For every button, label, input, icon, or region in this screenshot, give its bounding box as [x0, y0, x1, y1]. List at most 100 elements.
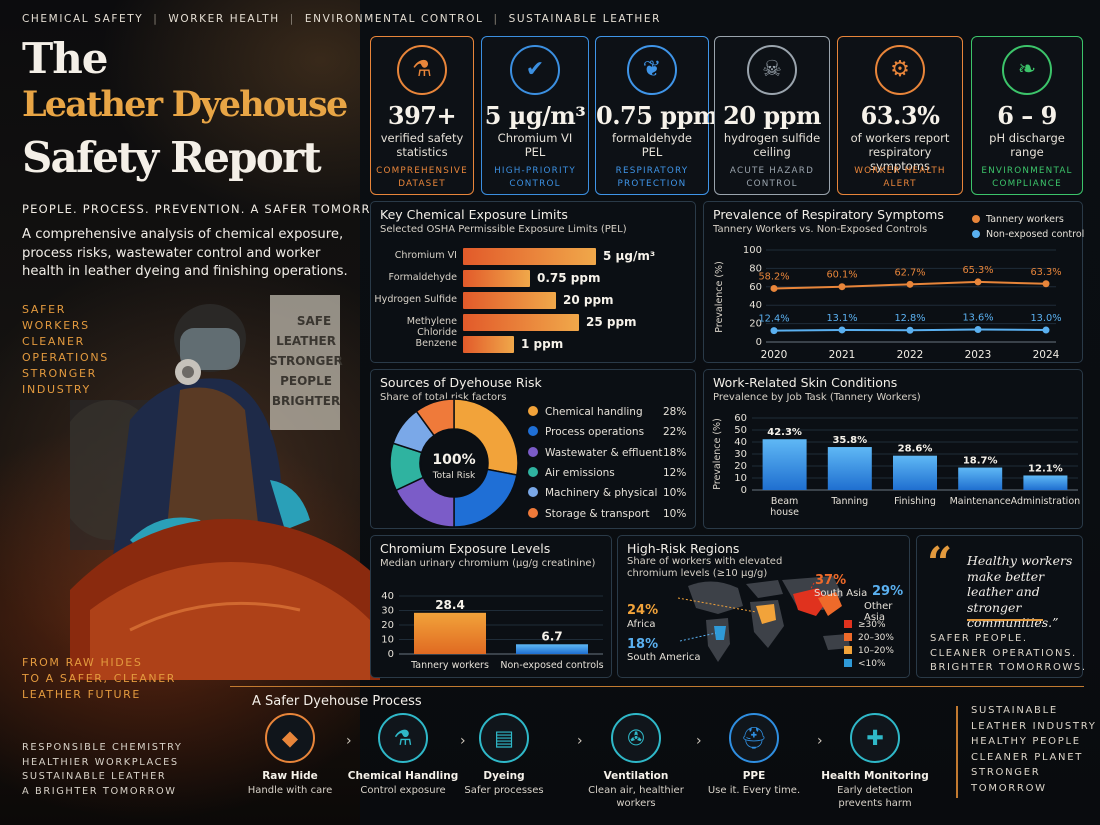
safer-list-item: INDUSTRY [22, 383, 91, 396]
region-callout-south-america-value: 18% [627, 637, 659, 652]
y-tick-label: 20 [381, 620, 394, 631]
safer-list-item: SAFER [22, 303, 67, 316]
shield-check-icon: ✔ [510, 45, 560, 95]
data-label: 13.0% [1030, 313, 1061, 324]
skin-conditions-subtitle: Prevalence by Job Task (Tannery Workers) [713, 392, 921, 403]
sustainable-list-item: HEALTHY PEOPLE [971, 736, 1081, 747]
raw-hides-text: FROM RAW HIDES TO A SAFER, CLEANER LEATH… [22, 655, 176, 703]
hard-hat-icon: ⛑ [729, 713, 779, 763]
process-step-description: Clean air, healthier workers [588, 785, 684, 809]
region-callout-africa-value: 24% [627, 603, 659, 618]
y-tick-label: 100 [743, 245, 762, 256]
exposure-bar [463, 248, 596, 265]
sign-line: LEATHER [276, 334, 336, 348]
process-step: ✇ Ventilation Clean air, healthier workers [576, 713, 696, 810]
y-axis-label: Prevalence (%) [712, 418, 723, 490]
x-tick-label: 2023 [965, 349, 992, 361]
legend-value: 12% [663, 466, 687, 479]
region-legend-swatch [844, 659, 852, 667]
process-step-description: Early detection prevents harm [837, 785, 913, 809]
risk-sources-panel: Sources of Dyehouse Risk Share of total … [370, 369, 696, 529]
donut-center-value: 100% [432, 452, 475, 468]
bar-value-label: 28.4 [435, 598, 465, 612]
safer-list-item: STRONGER [22, 367, 97, 380]
y-tick-label: 0 [388, 649, 394, 660]
process-side-divider [956, 706, 958, 798]
donut-hole [421, 430, 487, 496]
y-tick-label: 0 [756, 337, 762, 348]
region-legend-label: 10–20% [858, 646, 894, 656]
fan-icon: ✇ [611, 713, 661, 763]
x-tick-label: 2022 [897, 349, 924, 361]
process-step-name: PPE [742, 770, 766, 782]
quote-divider [967, 619, 1043, 621]
process-title: A Safer Dyehouse Process [252, 694, 422, 709]
chevron-right-icon: › [817, 733, 823, 749]
skin-conditions-title: Work-Related Skin Conditions [713, 375, 898, 390]
x-tick-label: Maintenance [950, 496, 1011, 507]
responsible-list-item: A BRIGHTER TOMORROW [22, 785, 177, 797]
stat-description: verified safety statistics [380, 131, 464, 159]
chromium-subtitle: Median urinary chromium (µg/g creatinine… [380, 558, 596, 569]
y-tick-label: 80 [749, 263, 762, 274]
legend-dot [528, 446, 538, 457]
bar [958, 467, 1003, 490]
exposure-bar-value: 1 ppm [521, 337, 564, 351]
regions-title: High-Risk Regions [627, 541, 740, 556]
quote-subtext-line: BRIGHTER TOMORROWS. [930, 662, 1087, 673]
y-tick-label: 10 [734, 473, 747, 484]
quote-subtext-line: SAFER PEOPLE. [930, 633, 1028, 644]
sign-line: PEOPLE [280, 374, 332, 388]
process-step: ✚ Health Monitoring Early detection preven… [815, 713, 935, 810]
chromium-title: Chromium Exposure Levels [380, 541, 551, 556]
process-step: ⚗ Chemical Handling Control exposure [343, 713, 463, 797]
chromium-panel: Chromium Exposure Levels Median urinary … [370, 535, 612, 678]
title-line-3: Safety Report [22, 133, 322, 182]
respiratory-panel: Prevalence of Respiratory Symptoms Tanne… [703, 201, 1084, 363]
legend-label: Process operations [545, 426, 645, 439]
exposure-bar-label: Chromium VI [394, 250, 457, 261]
exposure-bar-label: Formaldehyde [388, 272, 457, 283]
stat-description: hydrogen sulfide ceiling [723, 131, 821, 159]
x-tick-label: 2020 [761, 349, 788, 361]
series-point [906, 280, 914, 288]
y-tick-label: 40 [381, 591, 394, 602]
data-label: 12.4% [758, 314, 789, 325]
stat-description: of workers report respiratory symptoms [850, 131, 950, 173]
region-legend-item: <10% [844, 659, 886, 669]
skin-conditions-panel: Work-Related Skin Conditions Prevalence … [703, 369, 1083, 529]
stat-card: ✔ 5 µg/m³ Chromium VI PEL HIGH-PRIORITY CON… [481, 36, 589, 195]
legend-value: 28% [663, 406, 687, 418]
chevron-right-icon: › [696, 733, 702, 749]
x-tick-label: Beam house [770, 496, 799, 518]
raw-hides-line: TO A SAFER, CLEANER [22, 672, 177, 685]
x-tick-label: 2021 [829, 349, 856, 361]
title-line-1: The [22, 34, 109, 83]
y-tick-label: 30 [381, 606, 394, 617]
region-legend-item: 20–30% [844, 633, 894, 643]
sign-line: STRONGER [269, 354, 343, 368]
nav-item-chemical-safety: CHEMICAL SAFETY [22, 13, 144, 25]
data-label: 62.7% [894, 267, 925, 278]
leaf-icon: ❧ [1002, 45, 1052, 95]
legend-label: Air emissions [545, 466, 615, 479]
legend-label: Non-exposed controls [986, 229, 1084, 240]
legend-label: Chemical handling [545, 406, 643, 418]
responsible-list-item: SUSTAINABLE LEATHER [22, 771, 167, 782]
data-label: 60.1% [826, 270, 857, 281]
raw-hides-line: FROM RAW HIDES [22, 656, 143, 669]
exposure-bar-value: 0.75 ppm [537, 271, 601, 285]
exposure-limits-subtitle: Selected OSHA Permissible Exposure Limit… [380, 224, 627, 235]
data-label: 65.3% [962, 265, 993, 276]
legend-label: Tannery workers [985, 214, 1064, 225]
nav-item-sustainable-leather: SUSTAINABLE LEATHER [508, 13, 662, 25]
stat-tag: WORKER HEALTH ALERT [854, 166, 946, 189]
safer-list-item: WORKERS [22, 319, 90, 332]
exposure-bar-label: Methylene Chloride [406, 316, 457, 338]
intro-text: A comprehensive analysis of chemical exp… [22, 227, 348, 279]
bar-value-label: 42.3% [767, 427, 802, 438]
responsible-list-item: HEALTHIER WORKPLACES [22, 756, 179, 768]
process-step-name: Ventilation [603, 770, 669, 782]
exposure-bar-label: Benzene [415, 338, 458, 349]
stat-description: Chromium VI PEL [497, 131, 573, 159]
